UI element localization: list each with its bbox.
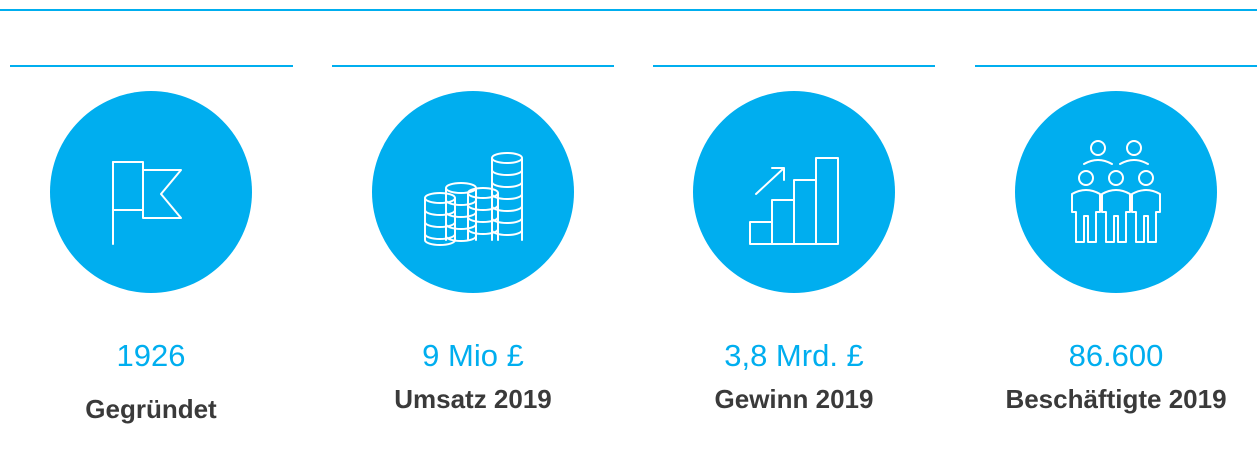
coins-icon: [424, 152, 523, 246]
stat-label: Beschäftigte 2019: [1005, 384, 1226, 414]
people-icon: [1071, 140, 1161, 243]
icon-circles: [50, 91, 1217, 293]
stat-value: 9 Mio £: [422, 338, 524, 373]
growth-icon: [749, 157, 839, 245]
stat-value: 86.600: [1069, 338, 1164, 373]
flag-icon: [112, 161, 182, 245]
stat-label: Gewinn 2019: [715, 384, 874, 414]
stat-label: Gegründet: [85, 394, 217, 424]
stat-value: 1926: [117, 338, 186, 373]
stat-value: 3,8 Mrd. £: [724, 338, 864, 373]
stat-label: Umsatz 2019: [394, 384, 552, 414]
